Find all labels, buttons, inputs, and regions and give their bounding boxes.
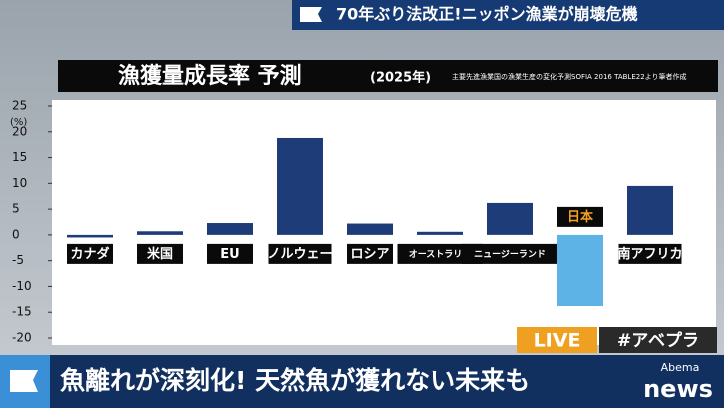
x-tick-label: ニュージーランド — [474, 249, 546, 260]
x-tick-label: 日本 — [567, 209, 593, 225]
x-tick-label: ノルウェー — [267, 247, 332, 262]
chart-source: 主要先進漁業国の漁業生産の変化予測SOFIA 2016 TABLE22より筆者作… — [452, 72, 687, 81]
x-tick-label: カナダ — [70, 246, 109, 262]
bar — [277, 137, 323, 235]
bar — [67, 234, 113, 238]
y-tick-label: 15 — [12, 150, 27, 164]
caption: 魚離れが深刻化! 天然魚が獲れない未来も — [60, 366, 530, 395]
hashtag-badge — [599, 327, 717, 353]
y-tick-label: 25 — [12, 99, 27, 113]
headline: 70年ぶり法改正!ニッポン漁業が崩壊危機 — [336, 5, 638, 24]
category-label-box — [268, 243, 332, 264]
y-tick-label: -20 — [12, 331, 32, 345]
x-tick-label: 南アフリカ — [617, 246, 682, 262]
title-bar — [58, 60, 718, 92]
category-label-box — [137, 243, 183, 264]
y-tick-label: -15 — [12, 305, 32, 319]
x-tick-label: 米国 — [147, 246, 173, 262]
category-label-box — [347, 243, 393, 264]
x-tick-label: EU — [220, 247, 239, 262]
live-text: LIVE — [534, 330, 581, 352]
category-label-box — [618, 243, 682, 264]
category-label-box — [557, 206, 603, 227]
logo-bottom: news — [643, 375, 713, 403]
caption-flag — [10, 370, 38, 392]
hashtag-text: #アベプラ — [617, 330, 699, 351]
y-unit: (%) — [10, 117, 27, 128]
category-label-box — [397, 243, 483, 264]
y-tick-label: -5 — [12, 253, 24, 267]
logo-top: Abema — [661, 361, 700, 374]
y-tick-label: 10 — [12, 176, 27, 190]
x-tick-label: ロシア — [350, 247, 389, 262]
chart-subtitle: (2025年) — [370, 70, 431, 86]
x-tick-label: オーストラリア — [409, 249, 472, 260]
category-label-box — [462, 243, 558, 264]
bar — [557, 234, 603, 307]
bar — [627, 185, 673, 235]
headline-banner — [292, 0, 724, 30]
bar — [487, 202, 533, 235]
caption-banner — [0, 355, 724, 408]
y-tick-label: -10 — [12, 279, 32, 293]
bar — [347, 223, 393, 235]
flag-icon — [300, 7, 322, 22]
chart-title: 漁獲量成長率 予測 — [118, 63, 302, 89]
bar — [137, 231, 183, 235]
y-tick-label: 0 — [12, 227, 20, 241]
y-tick-label: 20 — [12, 124, 27, 138]
category-label-box — [207, 243, 253, 264]
bar — [417, 231, 463, 235]
plot-area — [52, 100, 716, 345]
y-tick-label: 5 — [12, 202, 20, 216]
live-badge — [517, 327, 597, 353]
category-label-box — [67, 243, 113, 264]
bar — [207, 223, 253, 235]
